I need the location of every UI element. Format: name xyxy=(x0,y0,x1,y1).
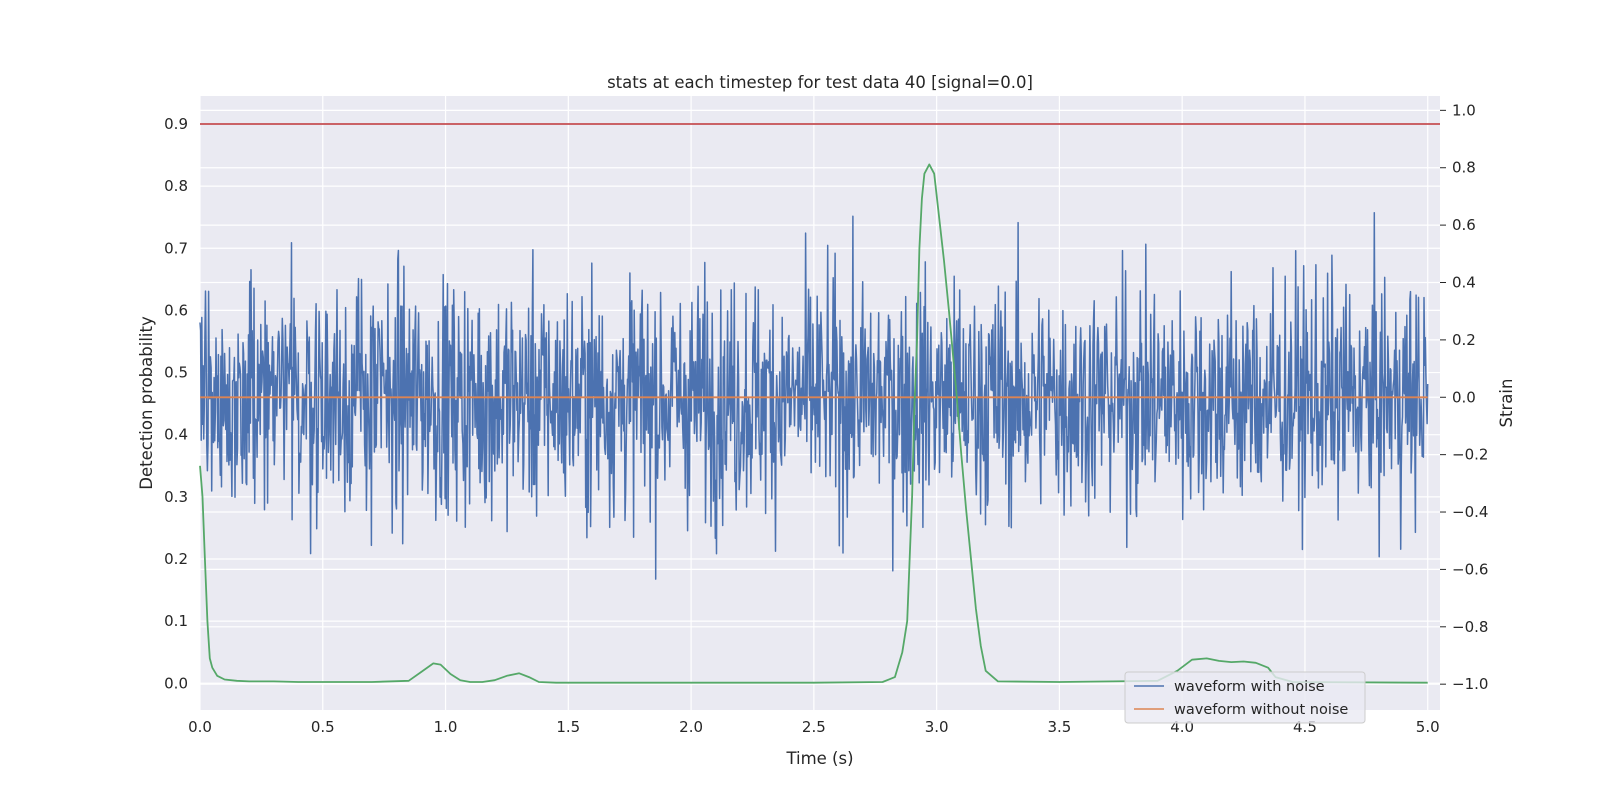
x-tick-label: 1.0 xyxy=(434,718,458,736)
y-right-tick-label: −1.0 xyxy=(1452,675,1488,693)
y-right-tick-label: −0.2 xyxy=(1452,446,1488,464)
x-tick-label: 5.0 xyxy=(1416,718,1440,736)
y-right-tick-label: 0.8 xyxy=(1452,159,1476,177)
legend-label-clean: waveform without noise xyxy=(1174,702,1348,718)
y-right-tick-label: 0.2 xyxy=(1452,331,1476,349)
x-axis-ticks: 0.0 0.5 1.0 1.5 2.0 2.5 3.0 3.5 4.0 4.5 5.0 xyxy=(188,718,1440,736)
y-left-tick-label: 0.1 xyxy=(164,612,188,630)
series-waveform-with-noise xyxy=(199,211,1429,580)
x-tick-label: 3.5 xyxy=(1047,718,1071,736)
y-right-tick-label: 0.4 xyxy=(1452,273,1476,291)
y-left-tick-label: 0.7 xyxy=(164,239,188,257)
y-left-tick-label: 0.5 xyxy=(164,364,188,382)
y-right-tick-label: 0.0 xyxy=(1452,388,1476,406)
x-tick-label: 2.0 xyxy=(679,718,703,736)
x-tick-label: 1.5 xyxy=(556,718,580,736)
y-left-tick-label: 0.2 xyxy=(164,550,188,568)
y-left-tick-label: 0.9 xyxy=(164,115,188,133)
y-right-axis-ticks: −1.0 −0.8 −0.6 −0.4 −0.2 0.0 0.2 0.4 0.6 0.8 1.0 xyxy=(1440,101,1488,693)
x-tick-label: 0.5 xyxy=(311,718,335,736)
legend-box xyxy=(1124,671,1366,724)
x-tick-label: 3.0 xyxy=(925,718,949,736)
x-tick-label: 2.5 xyxy=(802,718,826,736)
legend: waveform with noise waveform without noi… xyxy=(1124,671,1366,724)
legend-label-noise: waveform with noise xyxy=(1174,679,1325,695)
x-tick-label: 0.0 xyxy=(188,718,212,736)
y-right-tick-label: −0.4 xyxy=(1452,503,1488,521)
y-left-tick-label: 0.3 xyxy=(164,488,188,506)
y-right-tick-label: −0.6 xyxy=(1452,560,1488,578)
y-right-tick-label: 0.6 xyxy=(1452,216,1476,234)
y-left-tick-label: 0.8 xyxy=(164,177,188,195)
y-left-tick-label: 0.0 xyxy=(164,674,188,692)
y-left-tick-label: 0.4 xyxy=(164,426,188,444)
y-left-axis-label: Detection probability xyxy=(137,316,156,490)
y-right-tick-label: 1.0 xyxy=(1452,101,1476,119)
y-left-axis-ticks: 0.0 0.1 0.2 0.3 0.4 0.5 0.6 0.7 0.8 0.9 xyxy=(164,115,188,692)
y-right-axis-label: Strain xyxy=(1497,379,1516,428)
chart-title: stats at each timestep for test data 40 … xyxy=(607,73,1033,92)
y-left-tick-label: 0.6 xyxy=(164,301,188,319)
y-right-tick-label: −0.8 xyxy=(1452,618,1488,636)
x-axis-label: Time (s) xyxy=(785,749,853,768)
